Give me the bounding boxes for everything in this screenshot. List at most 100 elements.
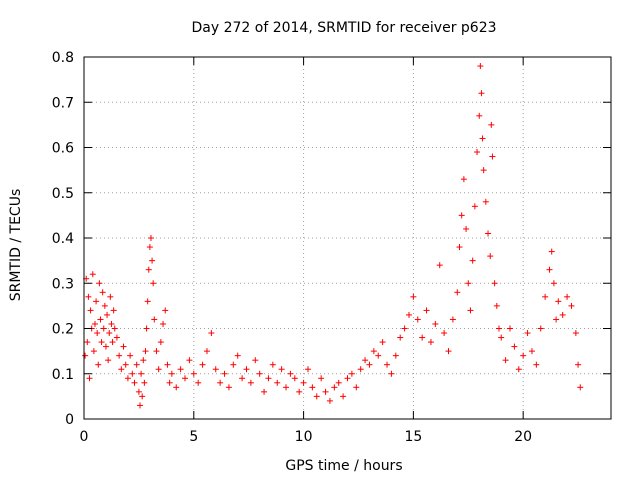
data-point bbox=[168, 370, 175, 377]
data-point bbox=[498, 334, 505, 341]
data-point bbox=[90, 348, 97, 355]
x-tick-label: 10 bbox=[295, 429, 313, 445]
data-point bbox=[493, 302, 500, 309]
data-point bbox=[524, 330, 531, 337]
data-point bbox=[309, 384, 316, 391]
data-point bbox=[553, 316, 560, 323]
data-point bbox=[136, 402, 143, 409]
data-point bbox=[96, 280, 103, 287]
x-tick-label: 5 bbox=[189, 429, 198, 445]
data-point bbox=[542, 293, 549, 300]
data-point bbox=[300, 379, 307, 386]
data-point bbox=[274, 379, 281, 386]
data-point bbox=[463, 225, 470, 232]
y-tick-label: 0.6 bbox=[52, 141, 74, 157]
data-point bbox=[477, 63, 484, 70]
data-point bbox=[322, 388, 329, 395]
data-point bbox=[335, 379, 342, 386]
y-axis-label: SRMTID / TECUs bbox=[8, 189, 24, 302]
data-point bbox=[102, 343, 109, 350]
data-point bbox=[427, 339, 434, 346]
data-point bbox=[97, 316, 104, 323]
data-point bbox=[199, 361, 206, 368]
data-point bbox=[480, 167, 487, 174]
data-point bbox=[568, 302, 575, 309]
data-point bbox=[153, 348, 160, 355]
data-point bbox=[423, 307, 430, 314]
y-tick-label: 0.4 bbox=[52, 231, 74, 247]
data-point bbox=[151, 316, 158, 323]
data-point bbox=[111, 325, 118, 332]
chart-title: Day 272 of 2014, SRMTID for receiver p62… bbox=[191, 20, 496, 36]
y-tick-label: 0 bbox=[65, 412, 74, 428]
data-point bbox=[506, 325, 513, 332]
data-point bbox=[93, 298, 100, 305]
data-point bbox=[555, 298, 562, 305]
data-point bbox=[384, 361, 391, 368]
data-point bbox=[85, 293, 92, 300]
data-point bbox=[546, 266, 553, 273]
data-point bbox=[82, 352, 89, 359]
data-point bbox=[357, 366, 364, 373]
data-point bbox=[344, 375, 351, 382]
data-point bbox=[127, 352, 134, 359]
data-point bbox=[225, 384, 232, 391]
data-point bbox=[108, 320, 115, 327]
data-point bbox=[106, 330, 113, 337]
data-point bbox=[397, 334, 404, 341]
data-point bbox=[467, 307, 474, 314]
data-point bbox=[104, 311, 111, 318]
grid bbox=[84, 57, 611, 419]
data-point bbox=[564, 293, 571, 300]
data-point bbox=[401, 325, 408, 332]
data-point bbox=[230, 361, 237, 368]
data-point bbox=[98, 339, 105, 346]
data-point bbox=[419, 334, 426, 341]
data-point bbox=[559, 311, 566, 318]
data-point bbox=[120, 343, 127, 350]
data-point bbox=[144, 298, 151, 305]
data-point bbox=[162, 307, 169, 314]
axis-ticks bbox=[83, 56, 611, 420]
data-point bbox=[287, 370, 294, 377]
data-point bbox=[353, 384, 360, 391]
data-point bbox=[94, 330, 101, 337]
y-tick-label: 0.2 bbox=[52, 322, 74, 338]
data-point bbox=[86, 375, 93, 382]
y-tick-label: 0.8 bbox=[52, 50, 74, 66]
data-point bbox=[278, 366, 285, 373]
data-point bbox=[454, 289, 461, 296]
tick-labels: 0 5 10 15 20 0 0.1 0.2 0.3 0.4 0.5 0.6 0.7 0.8 bbox=[52, 50, 532, 445]
data-point bbox=[160, 320, 167, 327]
data-point bbox=[89, 271, 96, 278]
data-point bbox=[456, 244, 463, 251]
data-point bbox=[195, 379, 202, 386]
data-point bbox=[91, 320, 98, 327]
data-point bbox=[283, 384, 290, 391]
data-point bbox=[217, 379, 224, 386]
data-point bbox=[449, 316, 456, 323]
data-point bbox=[138, 370, 145, 377]
data-point bbox=[87, 307, 94, 314]
data-point bbox=[110, 307, 117, 314]
data-point bbox=[432, 320, 439, 327]
data-point bbox=[142, 348, 149, 355]
data-point bbox=[528, 348, 535, 355]
data-point bbox=[296, 388, 303, 395]
data-point bbox=[107, 293, 114, 300]
data-point bbox=[141, 379, 148, 386]
data-point bbox=[113, 334, 120, 341]
data-point bbox=[348, 370, 355, 377]
data-points bbox=[82, 63, 584, 409]
data-point bbox=[458, 212, 465, 219]
data-point bbox=[511, 343, 518, 350]
data-point bbox=[313, 393, 320, 400]
data-point bbox=[388, 370, 395, 377]
data-point bbox=[269, 361, 276, 368]
data-point bbox=[239, 375, 246, 382]
y-tick-label: 0.3 bbox=[52, 276, 74, 292]
data-point bbox=[326, 397, 333, 404]
data-point bbox=[157, 339, 164, 346]
data-point bbox=[414, 316, 421, 323]
data-point bbox=[575, 361, 582, 368]
